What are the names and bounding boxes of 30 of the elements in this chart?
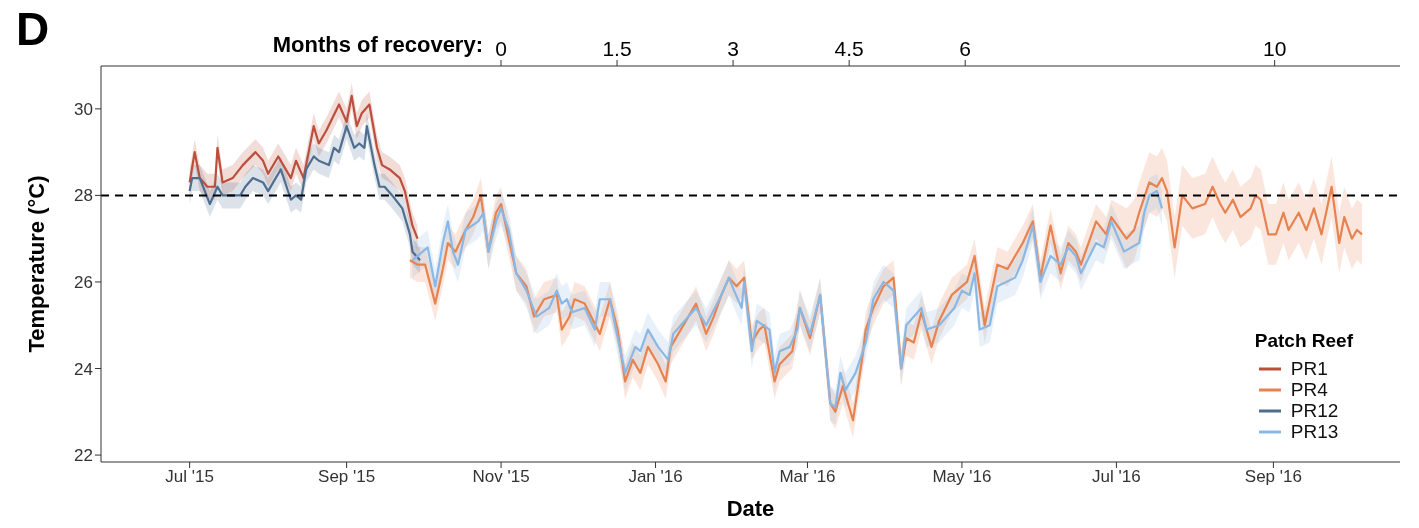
legend-label: PR1 bbox=[1290, 357, 1328, 380]
line-series bbox=[188, 125, 422, 262]
x-axis-title: Date bbox=[726, 496, 775, 521]
y-tick-label: 24 bbox=[74, 359, 93, 379]
line-series bbox=[408, 176, 1364, 422]
y-tick-label: 22 bbox=[74, 446, 93, 466]
x2-tick-label: 1.5 bbox=[602, 37, 632, 60]
x2-tick-label: 4.5 bbox=[834, 37, 864, 60]
x-tick-label: Nov '15 bbox=[472, 467, 530, 487]
x2-tick-label: 10 bbox=[1262, 37, 1287, 60]
legend-label: PR4 bbox=[1290, 378, 1328, 401]
y-tick-label: 28 bbox=[74, 186, 93, 206]
legend-label: PR12 bbox=[1290, 399, 1339, 422]
y-tick-label: 26 bbox=[74, 273, 93, 292]
x2-axis-title: Months of recovery: bbox=[272, 32, 483, 58]
legend-label: PR13 bbox=[1290, 420, 1339, 443]
x-tick-label: May '16 bbox=[932, 467, 992, 487]
x2-tick-label: 3 bbox=[727, 37, 739, 60]
x-tick-label: Sep '16 bbox=[1244, 467, 1302, 487]
x-tick-label: Mar '16 bbox=[779, 467, 836, 487]
x-tick-label: Jul '16 bbox=[1092, 467, 1141, 487]
x-tick-label: Sep '15 bbox=[318, 467, 376, 487]
x-tick-label: Jan '16 bbox=[628, 467, 683, 487]
x2-tick-label: 6 bbox=[959, 37, 972, 60]
x2-tick-label: 0 bbox=[495, 37, 507, 60]
x-tick-label: Jul '15 bbox=[165, 467, 214, 487]
legend-title: Patch Reef bbox=[1254, 330, 1353, 352]
y-tick-label: 30 bbox=[74, 99, 93, 119]
text: D bbox=[16, 2, 50, 56]
y-axis-title: Temperature (°C) bbox=[23, 175, 49, 353]
